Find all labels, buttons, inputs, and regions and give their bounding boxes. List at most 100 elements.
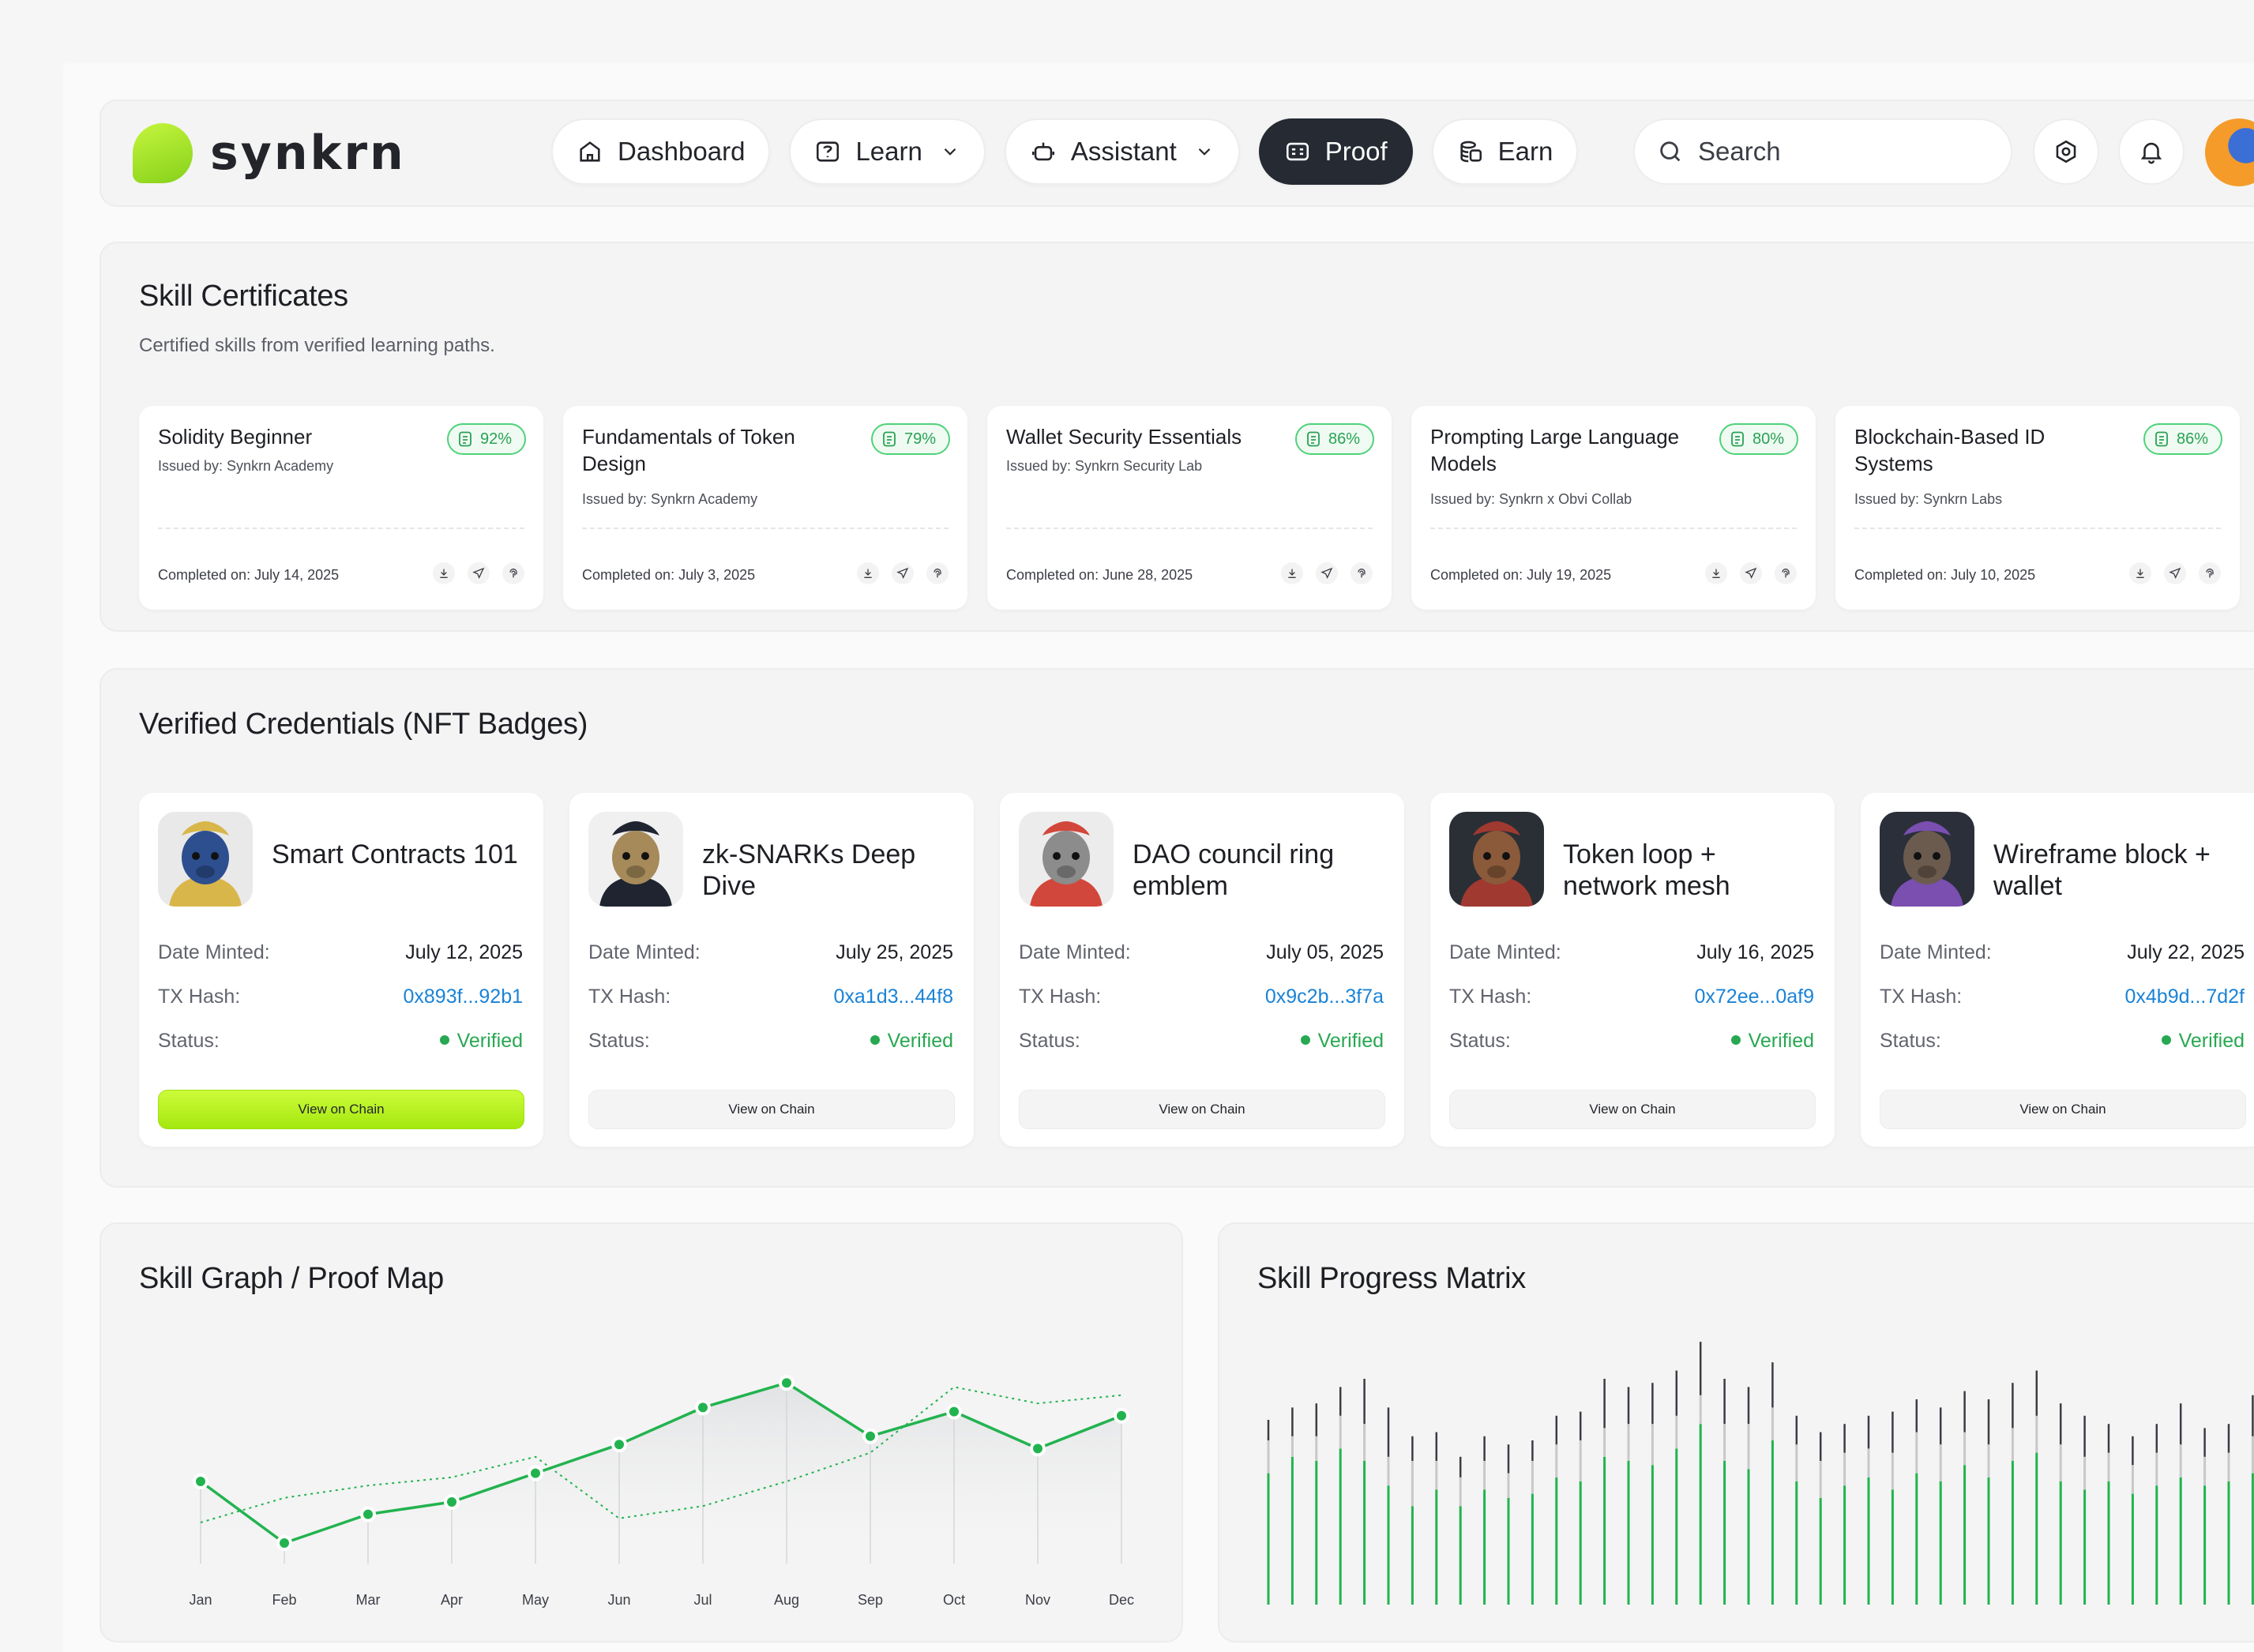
bar-segment: [1987, 1399, 1990, 1445]
nav-learn[interactable]: Learn: [789, 118, 986, 185]
verify-button[interactable]: [1775, 562, 1797, 584]
divider: [1006, 528, 1373, 529]
status-badge: Verified: [1301, 1030, 1384, 1053]
fingerprint-icon: [1782, 569, 1790, 578]
certificate-card[interactable]: Wallet Security Essentials Issued by: Syn…: [987, 406, 1392, 610]
tx-hash-link[interactable]: 0x4b9d...7d2f: [2124, 986, 2245, 1008]
share-icon: [2169, 567, 2181, 579]
fingerprint-icon: [934, 569, 941, 578]
nft-badge-card[interactable]: DAO council ring emblem Date Minted: July …: [1000, 793, 1404, 1147]
nft-avatar-icon: [588, 812, 683, 907]
view-on-chain-button[interactable]: View on Chain: [1449, 1090, 1816, 1129]
nav-dashboard[interactable]: Dashboard: [551, 118, 771, 185]
verify-button[interactable]: [926, 562, 949, 584]
share-button[interactable]: [2164, 562, 2186, 584]
bar-segment: [2011, 1428, 2014, 1461]
status-badge: Verified: [1731, 1030, 1814, 1053]
date-minted-row: Date Minted: July 05, 2025: [1019, 941, 1384, 964]
series-line-0: [199, 1381, 1122, 1545]
tx-hash-label: TX Hash:: [1880, 986, 1963, 1008]
bar-segment: [1963, 1465, 1967, 1605]
bar-segment: [2132, 1436, 2134, 1466]
bar-segment: [1867, 1415, 1870, 1449]
tx-hash-link[interactable]: 0x9c2b...3f7a: [1264, 986, 1384, 1008]
download-icon: [1712, 569, 1720, 578]
tx-hash-link[interactable]: 0xa1d3...44f8: [833, 986, 953, 1008]
bar-segment: [1627, 1461, 1630, 1605]
skill-progress-chart: [1267, 1342, 2254, 1605]
date-minted-row: Date Minted: July 16, 2025: [1449, 941, 1814, 964]
share-button[interactable]: [468, 562, 490, 584]
status-row: Status: Verified: [588, 1030, 953, 1053]
notifications-button[interactable]: [2118, 118, 2185, 185]
nav-earn[interactable]: Earn: [1431, 118, 1579, 185]
nft-image: [1880, 812, 1974, 907]
completion-date: Completed on: July 3, 2025: [582, 567, 756, 583]
nft-badge-card[interactable]: Token loop + network mesh Date Minted: Jul…: [1430, 793, 1835, 1147]
download-icon: [864, 569, 872, 578]
share-button[interactable]: [892, 562, 914, 584]
nft-badge-card[interactable]: zk-SNARKs Deep Dive Date Minted: July 25, …: [569, 793, 974, 1147]
download-button[interactable]: [2129, 562, 2151, 584]
date-minted-value: July 16, 2025: [1696, 941, 1814, 963]
nav-assistant[interactable]: Assistant: [1004, 118, 1240, 185]
section-subtitle: Certified skills from verified learning …: [139, 335, 495, 356]
certificate-actions: [2129, 562, 2221, 584]
view-on-chain-button[interactable]: View on Chain: [1019, 1090, 1385, 1129]
share-button[interactable]: [1316, 562, 1338, 584]
bar-segment: [1315, 1461, 1318, 1605]
download-button[interactable]: [433, 562, 455, 584]
certificate-card[interactable]: Blockchain-Based ID Systems Issued by: Sy…: [1835, 406, 2240, 610]
status-row: Status: Verified: [158, 1030, 523, 1053]
bar-segment: [2107, 1424, 2110, 1453]
score-badge: 80%: [1719, 423, 1798, 455]
skill-graph-chart: Jan Feb Mar Apr May Jun Jul Aug Sep Oct Nov Dec: [189, 1375, 1134, 1608]
view-on-chain-button[interactable]: View on Chain: [158, 1090, 524, 1129]
id-card-icon: [1286, 142, 1309, 161]
nft-badge-card[interactable]: Wireframe block + wallet Date Minted: July…: [1861, 793, 2254, 1147]
bar-segment: [2179, 1477, 2182, 1605]
search-icon: [1660, 141, 1681, 162]
settings-button[interactable]: [2033, 118, 2099, 185]
verify-button[interactable]: [502, 562, 524, 584]
view-on-chain-button[interactable]: View on Chain: [588, 1090, 955, 1129]
bar-segment: [1819, 1497, 1822, 1605]
download-button[interactable]: [857, 562, 879, 584]
bar-segment: [1891, 1489, 1894, 1605]
data-point: [611, 1436, 627, 1453]
bar-segment: [2131, 1465, 2134, 1494]
certificate-title: Fundamentals of Token Design: [582, 425, 795, 475]
fingerprint-icon: [509, 569, 517, 578]
avatar[interactable]: [2205, 118, 2254, 186]
certificate-issuer: Issued by: Synkrn Academy: [582, 491, 758, 507]
nft-badge-card[interactable]: Smart Contracts 101 Date Minted: July 12, …: [139, 793, 543, 1147]
search-input[interactable]: Search: [1633, 118, 2012, 185]
tx-hash-link[interactable]: 0x72ee...0af9: [1694, 986, 1814, 1008]
download-button[interactable]: [1705, 562, 1727, 584]
verify-button[interactable]: [2199, 562, 2221, 584]
bar-segment: [1723, 1379, 1726, 1425]
certificate-card[interactable]: Prompting Large Language Models Issued by…: [1411, 406, 1816, 610]
bar-segment: [1819, 1432, 1822, 1461]
fingerprint-icon: [2206, 569, 2214, 578]
nav-proof[interactable]: Proof: [1258, 118, 1413, 185]
brand-logo[interactable]: synkrn: [133, 123, 406, 183]
bar-segment: [2059, 1481, 2062, 1605]
status-badge: Verified: [870, 1030, 953, 1053]
certificate-card[interactable]: Solidity Beginner Issued by: Synkrn Acade…: [139, 406, 543, 610]
bar-segment: [2203, 1485, 2207, 1605]
view-on-chain-button[interactable]: View on Chain: [1880, 1090, 2246, 1129]
completion-date: Completed on: June 28, 2025: [1006, 567, 1193, 583]
verify-button[interactable]: [1351, 562, 1373, 584]
status-label: Status:: [1019, 1030, 1080, 1052]
bar-segment: [1507, 1444, 1510, 1474]
data-point: [695, 1399, 711, 1416]
share-button[interactable]: [1740, 562, 1762, 584]
bar-segment: [1747, 1424, 1750, 1470]
download-button[interactable]: [1281, 562, 1303, 584]
score-badge: 86%: [1294, 423, 1374, 455]
bar-segment: [1291, 1407, 1294, 1436]
x-tick-label: Aug: [774, 1592, 799, 1608]
certificate-card[interactable]: Fundamentals of Token Design Issued by: S…: [563, 406, 967, 610]
tx-hash-link[interactable]: 0x893f...92b1: [403, 986, 523, 1008]
